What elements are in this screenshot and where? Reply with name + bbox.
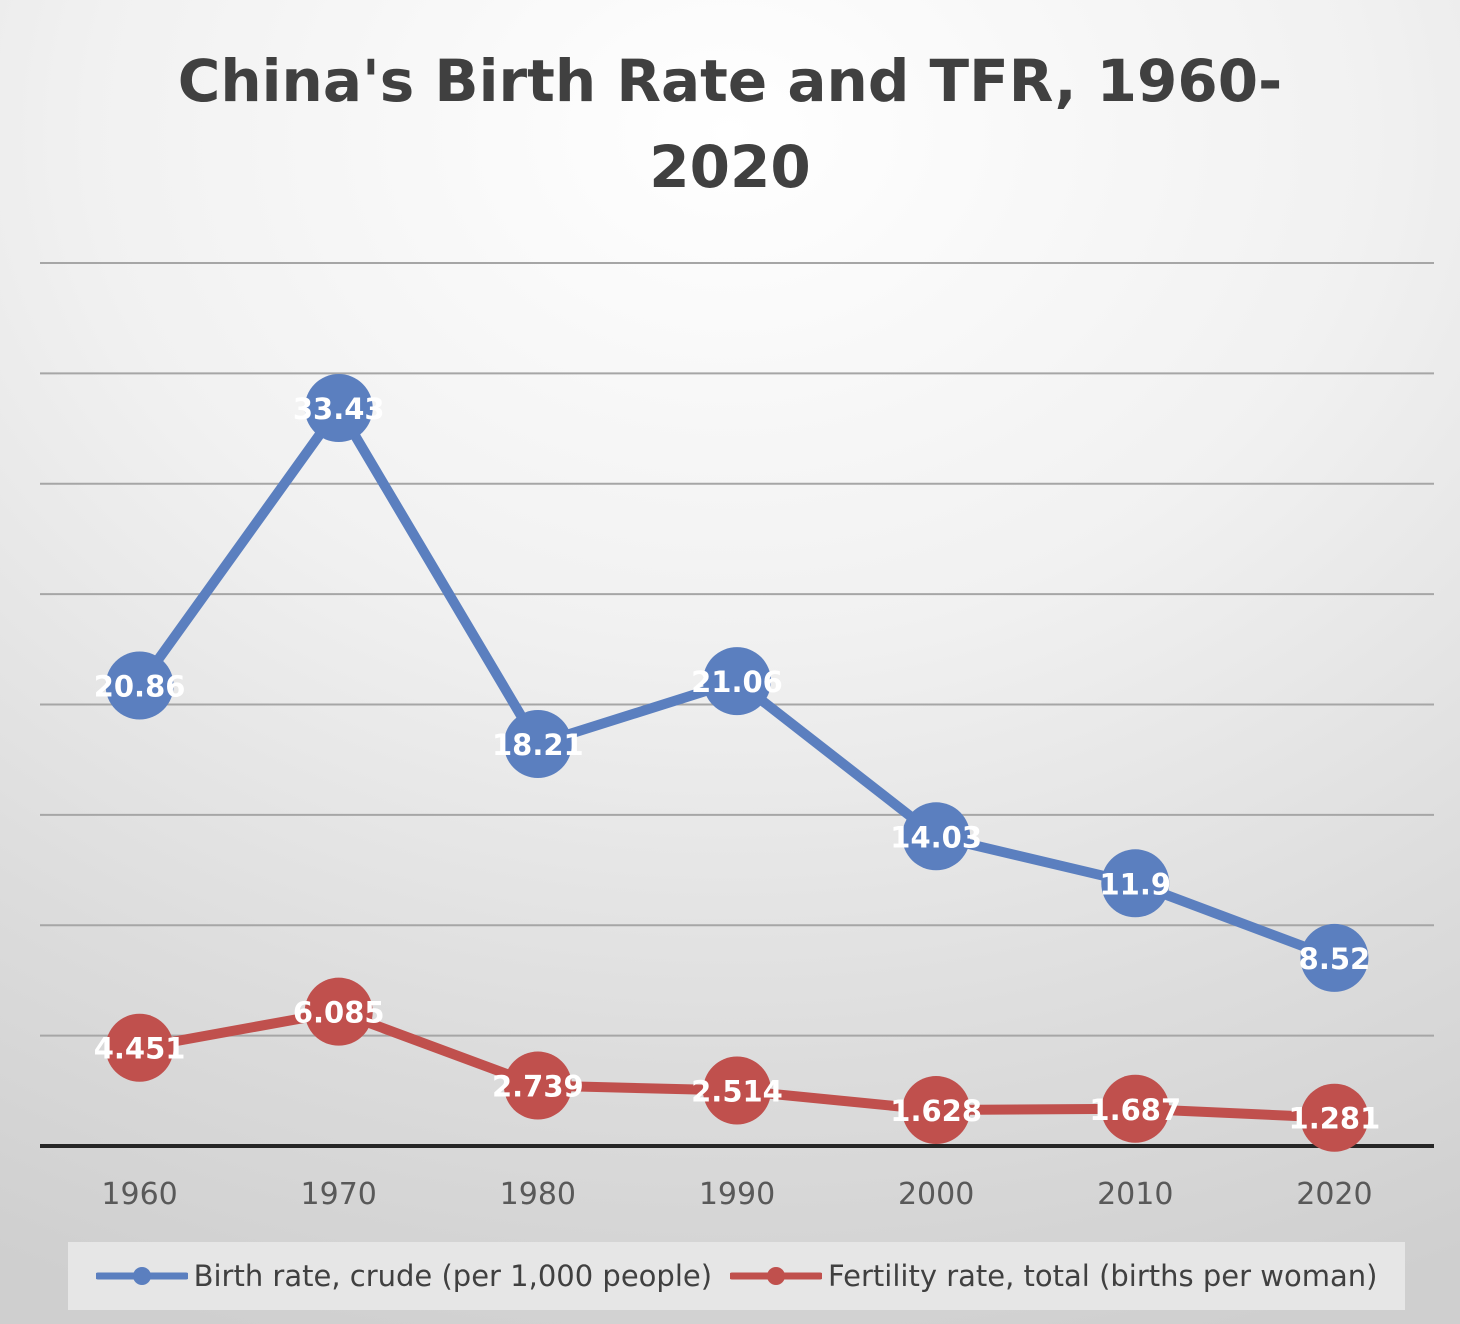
- chart-legend: Birth rate, crude (per 1,000 people) Fer…: [68, 1242, 1405, 1310]
- data-label: 11.9: [1100, 867, 1172, 901]
- x-tick-label: 2010: [1097, 1177, 1173, 1212]
- data-label: 1.687: [1089, 1093, 1181, 1127]
- data-label: 33.43: [293, 392, 385, 426]
- x-tick-label: 2000: [898, 1177, 974, 1212]
- data-label: 18.21: [492, 728, 584, 762]
- data-label: 6.085: [293, 996, 385, 1030]
- data-label: 4.451: [94, 1032, 186, 1066]
- legend-item-fertility-rate: Fertility rate, total (births per woman): [730, 1259, 1377, 1293]
- data-point: [1101, 849, 1170, 918]
- data-point: [902, 802, 971, 871]
- data-point: [304, 977, 373, 1046]
- data-point: [304, 374, 373, 443]
- x-tick-label: 2020: [1296, 1177, 1372, 1212]
- data-point: [105, 1013, 174, 1082]
- data-point: [1300, 1083, 1369, 1152]
- legend-item-birth-rate: Birth rate, crude (per 1,000 people): [95, 1259, 713, 1293]
- data-point: [703, 1056, 771, 1125]
- x-tick-label: 1960: [101, 1177, 177, 1212]
- legend-label-fertility-rate: Fertility rate, total (births per woman): [828, 1259, 1378, 1293]
- data-label: 21.06: [691, 665, 783, 699]
- data-point: [902, 1076, 971, 1145]
- data-label: 8.52: [1299, 942, 1371, 976]
- x-tick-label: 1990: [699, 1177, 775, 1212]
- data-point: [503, 1051, 572, 1120]
- series-0: 20.86 33.43 18.21 21.06 14.03 11.9 8.52: [94, 374, 1371, 992]
- series-1: 4.451 6.085 2.739 2.514 1.628 1.687 1.281: [94, 977, 1381, 1152]
- legend-swatch-birth-rate: [95, 1267, 188, 1285]
- data-label: 2.739: [492, 1070, 584, 1104]
- legend-label-birth-rate: Birth rate, crude (per 1,000 people): [193, 1259, 713, 1293]
- data-point: [1101, 1074, 1170, 1143]
- data-point: [105, 651, 174, 720]
- data-label: 1.281: [1289, 1102, 1381, 1136]
- chart-title: China's Birth Rate and TFR, 1960-2020: [177, 47, 1283, 201]
- data-label: 14.03: [890, 820, 982, 854]
- gridlines: [40, 262, 1434, 1037]
- data-point: [1300, 923, 1369, 992]
- legend-swatch-fertility-rate: [730, 1267, 823, 1285]
- x-axis-tick-labels: 1960 1970 1980 1990 2000 2010 2020: [101, 1177, 1372, 1212]
- x-tick-label: 1980: [500, 1177, 576, 1212]
- data-label: 2.514: [691, 1075, 783, 1109]
- data-label: 20.86: [94, 670, 186, 704]
- data-point: [703, 647, 771, 716]
- data-label: 1.628: [890, 1094, 982, 1128]
- data-point: [503, 710, 572, 779]
- x-tick-label: 1970: [301, 1177, 377, 1212]
